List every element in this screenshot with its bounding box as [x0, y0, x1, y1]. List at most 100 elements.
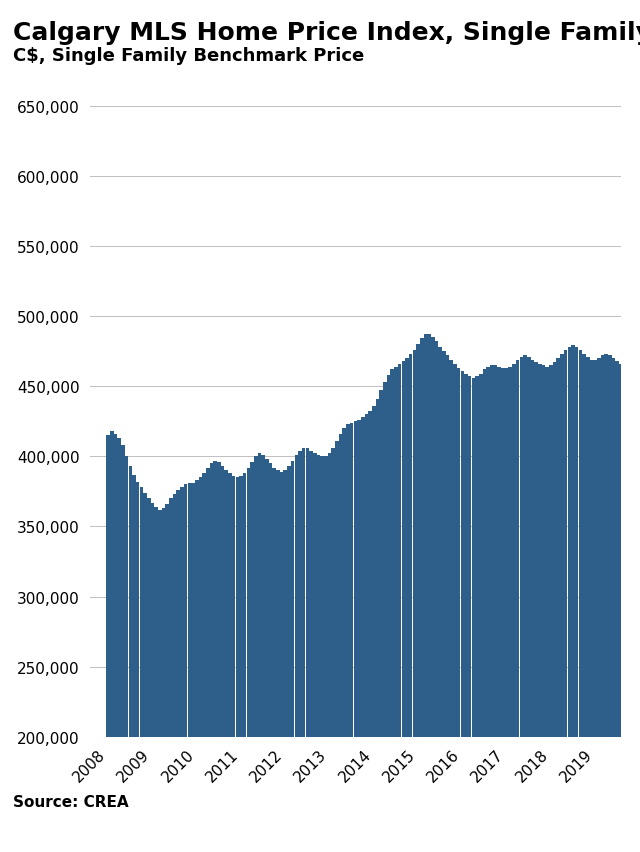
Bar	[524, 356, 527, 737]
Bar	[461, 371, 464, 737]
Bar	[221, 467, 225, 737]
Bar	[405, 359, 409, 737]
Bar	[324, 457, 328, 737]
Bar	[572, 346, 575, 737]
Bar	[125, 457, 129, 737]
Bar	[505, 369, 508, 737]
Bar	[383, 383, 387, 737]
Bar	[180, 487, 184, 737]
Bar	[202, 474, 206, 737]
Bar	[612, 359, 615, 737]
Bar	[261, 455, 265, 737]
Bar	[169, 498, 173, 737]
Bar	[217, 463, 221, 737]
Bar	[265, 459, 269, 737]
Bar	[531, 360, 534, 737]
Bar	[243, 474, 246, 737]
Bar	[380, 391, 383, 737]
Bar	[162, 509, 165, 737]
Bar	[483, 370, 486, 737]
Bar	[353, 422, 357, 737]
Bar	[273, 468, 276, 737]
Bar	[154, 507, 158, 737]
Bar	[390, 370, 394, 737]
Bar	[501, 369, 505, 737]
Bar	[490, 366, 493, 737]
Bar	[143, 493, 147, 737]
Bar	[435, 342, 438, 737]
Bar	[479, 374, 483, 737]
Bar	[294, 455, 298, 737]
Bar	[173, 495, 177, 737]
Bar	[368, 412, 372, 737]
Bar	[545, 367, 549, 737]
Bar	[586, 357, 589, 737]
Bar	[476, 377, 479, 737]
Bar	[497, 367, 501, 737]
Bar	[328, 454, 332, 737]
Bar	[346, 424, 349, 737]
Bar	[132, 475, 136, 737]
Bar	[512, 365, 516, 737]
Bar	[250, 463, 254, 737]
Bar	[627, 370, 630, 737]
Bar	[129, 467, 132, 737]
Bar	[239, 476, 243, 737]
Bar	[623, 367, 627, 737]
Bar	[593, 360, 597, 737]
Bar	[619, 365, 623, 737]
Bar	[428, 335, 431, 737]
Bar	[516, 360, 520, 737]
Text: Source: CREA: Source: CREA	[13, 794, 129, 809]
Bar	[579, 350, 582, 737]
Bar	[195, 481, 198, 737]
Bar	[449, 360, 453, 737]
Bar	[560, 354, 564, 737]
Bar	[121, 446, 125, 737]
Bar	[365, 415, 368, 737]
Bar	[634, 376, 637, 737]
Bar	[420, 339, 424, 737]
Bar	[453, 365, 457, 737]
Bar	[213, 461, 217, 737]
Bar	[472, 378, 475, 737]
Bar	[287, 467, 291, 737]
Bar	[136, 482, 140, 737]
Bar	[291, 461, 294, 737]
Bar	[541, 366, 545, 737]
Bar	[442, 352, 445, 737]
Bar	[357, 420, 361, 737]
Bar	[416, 345, 420, 737]
Bar	[210, 463, 213, 737]
Bar	[165, 504, 169, 737]
Bar	[468, 377, 472, 737]
Bar	[313, 454, 317, 737]
Bar	[409, 354, 412, 737]
Bar	[177, 491, 180, 737]
Bar	[534, 363, 538, 737]
Bar	[616, 361, 619, 737]
Bar	[284, 471, 287, 737]
Bar	[321, 457, 324, 737]
Bar	[140, 487, 143, 737]
Bar	[335, 441, 339, 737]
Bar	[280, 472, 284, 737]
Bar	[232, 476, 236, 737]
Bar	[394, 367, 397, 737]
Bar	[431, 337, 435, 737]
Bar	[589, 360, 593, 737]
Bar	[206, 468, 209, 737]
Bar	[564, 350, 568, 737]
Bar	[608, 356, 612, 737]
Bar	[509, 367, 512, 737]
Bar	[184, 485, 188, 737]
Bar	[225, 471, 228, 737]
Bar	[254, 457, 257, 737]
Bar	[401, 361, 405, 737]
Bar	[413, 350, 416, 737]
Bar	[361, 417, 365, 737]
Bar	[387, 376, 390, 737]
Bar	[549, 366, 553, 737]
Bar	[398, 365, 401, 737]
Bar	[568, 348, 571, 737]
